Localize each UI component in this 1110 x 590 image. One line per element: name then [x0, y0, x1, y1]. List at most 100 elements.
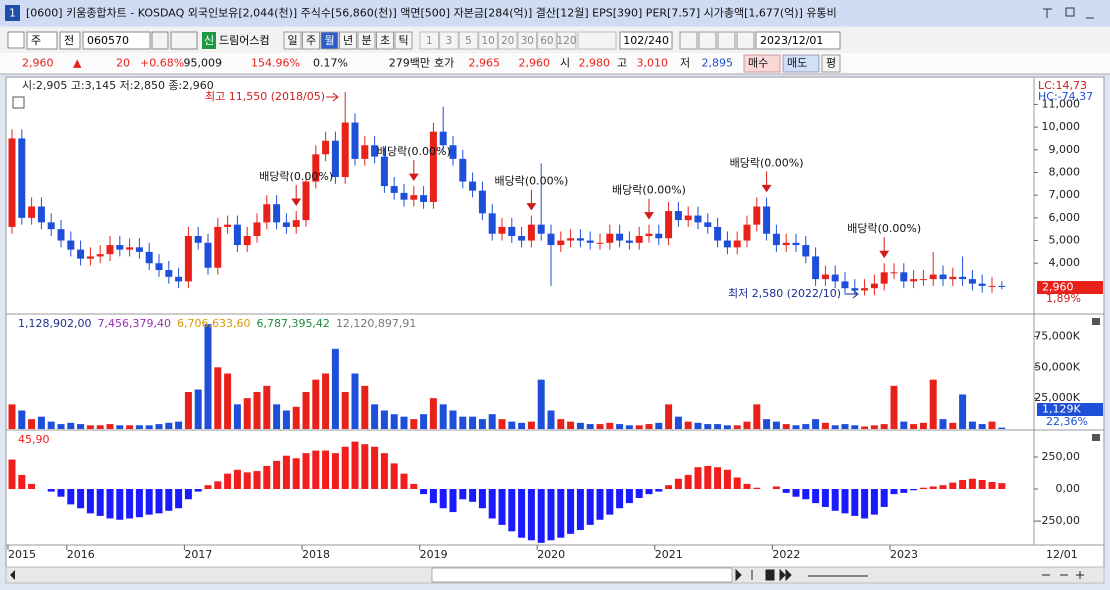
volume-bar: [841, 424, 849, 429]
indicator-bar: [341, 446, 349, 490]
low-arrow: [846, 289, 859, 299]
x-end-label: 12/01: [1046, 548, 1078, 561]
volume-bar: [939, 419, 947, 429]
window-controls[interactable]: [1035, 4, 1105, 22]
scroll-buttons[interactable]: [735, 568, 1084, 582]
indicator-bar: [322, 450, 330, 490]
indicator-bar: [224, 473, 232, 490]
unit-button[interactable]: [339, 31, 357, 50]
indicator-bar: [714, 467, 722, 490]
volume-legend: 6,706,633,60: [177, 317, 250, 330]
interval-button[interactable]: [537, 31, 557, 50]
volume-bar: [194, 389, 202, 429]
interval-label[interactable]: 20: [501, 35, 514, 47]
unit-button[interactable]: [302, 31, 320, 50]
candle-body: [57, 229, 65, 241]
volume-bar: [596, 424, 604, 429]
unit-label[interactable]: 년: [343, 34, 353, 47]
volume-bar: [733, 425, 741, 429]
unit-button[interactable]: [357, 31, 376, 50]
volume-bar: [645, 424, 653, 429]
unit-label[interactable]: 분: [361, 34, 371, 47]
tool-icon[interactable]: [717, 31, 736, 50]
interval-label[interactable]: 1: [426, 35, 433, 47]
y-tick-label: 50,000K: [1034, 360, 1080, 373]
date: 2023/12/01: [760, 34, 823, 47]
tool-icon[interactable]: [736, 31, 755, 50]
unit-label[interactable]: 초: [380, 34, 390, 47]
unit-label[interactable]: 주: [306, 34, 316, 47]
volume-bar: [968, 421, 976, 429]
volume-bar: [351, 373, 359, 429]
indicator-legend: 45,90: [18, 433, 50, 446]
date-box[interactable]: [755, 31, 841, 50]
quote-item[interactable]: 매도: [787, 57, 807, 70]
candle-body: [802, 245, 810, 257]
dropdown[interactable]: [577, 31, 617, 50]
scroll-thumb[interactable]: [431, 567, 733, 583]
indicator-bar: [821, 489, 829, 507]
market-select[interactable]: [59, 31, 81, 50]
grid-icon[interactable]: [12, 96, 25, 109]
candle-body: [400, 192, 408, 200]
candle-body: [988, 285, 996, 287]
tool-icon[interactable]: [679, 31, 698, 50]
dividend-arrow: [644, 198, 654, 220]
menu-button[interactable]: [7, 31, 25, 49]
quote-item[interactable]: 매수: [748, 57, 768, 70]
unit-button[interactable]: [376, 31, 394, 50]
candle-body: [135, 247, 143, 252]
candle-body: [253, 222, 261, 236]
indicator-bar: [684, 474, 692, 490]
interval-button[interactable]: [419, 31, 440, 50]
unit-label[interactable]: 일: [287, 33, 297, 47]
interval-button[interactable]: [517, 31, 538, 50]
price-pct: 1,89%: [1046, 292, 1081, 305]
unit-label[interactable]: 월: [324, 34, 334, 47]
tool-icon[interactable]: [698, 31, 717, 50]
indicator-bar: [175, 489, 183, 509]
interval-button[interactable]: [458, 31, 479, 50]
interval-button[interactable]: [497, 31, 518, 50]
indicator-bar: [939, 485, 947, 490]
candle-body: [478, 190, 486, 214]
volume-bar: [47, 421, 55, 429]
interval-button[interactable]: [439, 31, 459, 50]
volume-bar: [665, 404, 673, 429]
buy-button[interactable]: [743, 54, 781, 73]
volume-bar: [341, 392, 349, 429]
stock-name: 드림어스컴: [219, 34, 270, 47]
quote-item[interactable]: 평: [826, 57, 836, 70]
interval-label[interactable]: 10: [481, 35, 494, 47]
candle-body: [733, 240, 741, 248]
interval-button[interactable]: [556, 31, 577, 50]
volume-bar: [155, 424, 163, 429]
pane-close[interactable]: [1092, 318, 1100, 325]
indicator-bar: [18, 474, 26, 490]
period-select[interactable]: [26, 31, 58, 50]
unit-button[interactable]: [283, 31, 302, 50]
interval-label[interactable]: 3: [446, 35, 453, 47]
interval-label[interactable]: 30: [521, 35, 534, 47]
candle-body: [763, 206, 771, 234]
candle-body: [155, 263, 163, 271]
unit-button[interactable]: [320, 31, 339, 50]
pane-close[interactable]: [1092, 434, 1100, 441]
sell-button[interactable]: [782, 54, 820, 73]
window-buttons[interactable]: [1035, 4, 1105, 22]
candle-body: [420, 195, 428, 202]
unit-button[interactable]: [394, 31, 413, 50]
scroll-left[interactable]: [10, 570, 15, 580]
interval-label[interactable]: 120: [556, 35, 576, 47]
code-input[interactable]: [82, 31, 151, 50]
unit-label[interactable]: 틱: [398, 34, 408, 47]
search-button[interactable]: [151, 31, 169, 50]
sound-button[interactable]: [170, 31, 198, 50]
interval-button[interactable]: [478, 31, 498, 50]
interval-label[interactable]: 60: [540, 35, 553, 47]
avg-button[interactable]: [821, 54, 841, 73]
interval-label[interactable]: 5: [465, 35, 472, 47]
indicator-bar: [155, 489, 163, 514]
quote-item: 20: [116, 57, 130, 70]
indicator-bar: [723, 469, 731, 490]
